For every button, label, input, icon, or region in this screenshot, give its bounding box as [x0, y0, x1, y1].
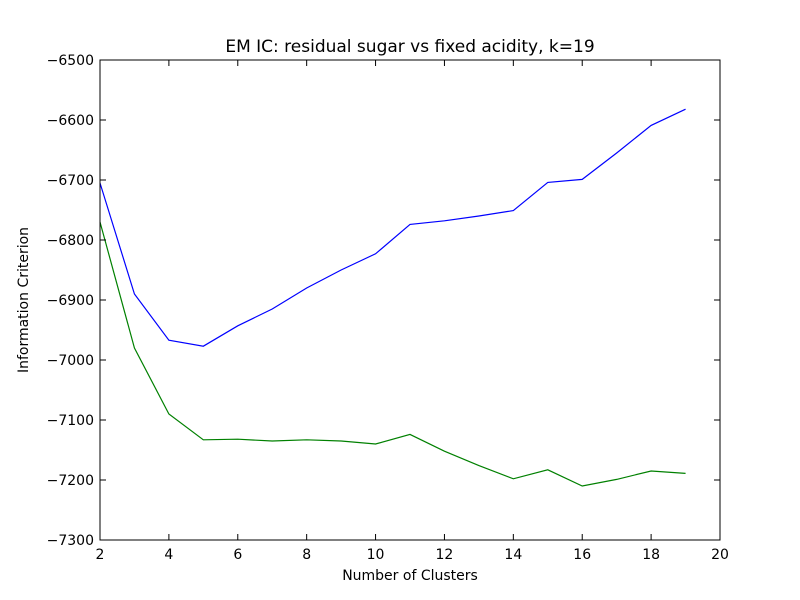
x-axis-label: Number of Clusters — [342, 568, 478, 584]
y-tick-label: −6500 — [47, 53, 94, 69]
x-tick-label: 20 — [711, 547, 729, 563]
y-tick-label: −7100 — [47, 413, 94, 429]
x-tick-label: 18 — [642, 547, 660, 563]
series-layer — [99, 108, 686, 487]
series-line-2 — [99, 221, 686, 487]
x-tick-label: 2 — [96, 547, 105, 563]
chart-title: EM IC: residual sugar vs fixed acidity, … — [225, 37, 594, 57]
x-tick-label: 8 — [302, 547, 311, 563]
x-tick-label: 6 — [233, 547, 242, 563]
series-line-1 — [99, 108, 686, 347]
y-tick-label: −6700 — [47, 173, 94, 189]
x-tick-label: 10 — [367, 547, 385, 563]
x-tick-label: 14 — [504, 547, 522, 563]
y-tick-label: −6600 — [47, 113, 94, 129]
y-tick-label: −7000 — [47, 353, 94, 369]
x-axis: 2 4 6 8 10 12 14 16 18 20 — [96, 60, 729, 563]
y-tick-label: −7300 — [47, 533, 94, 549]
x-tick-label: 12 — [436, 547, 454, 563]
y-tick-label: −6900 — [47, 293, 94, 309]
x-tick-label: 16 — [573, 547, 591, 563]
x-tick-label: 4 — [164, 547, 173, 563]
y-axis: −6500 −6600 −6700 −6800 −6900 −7000 −7100 −7200… — [47, 53, 720, 549]
y-tick-label: −7200 — [47, 473, 94, 489]
y-tick-label: −6800 — [47, 233, 94, 249]
y-axis-label: Information Criterion — [16, 227, 32, 373]
